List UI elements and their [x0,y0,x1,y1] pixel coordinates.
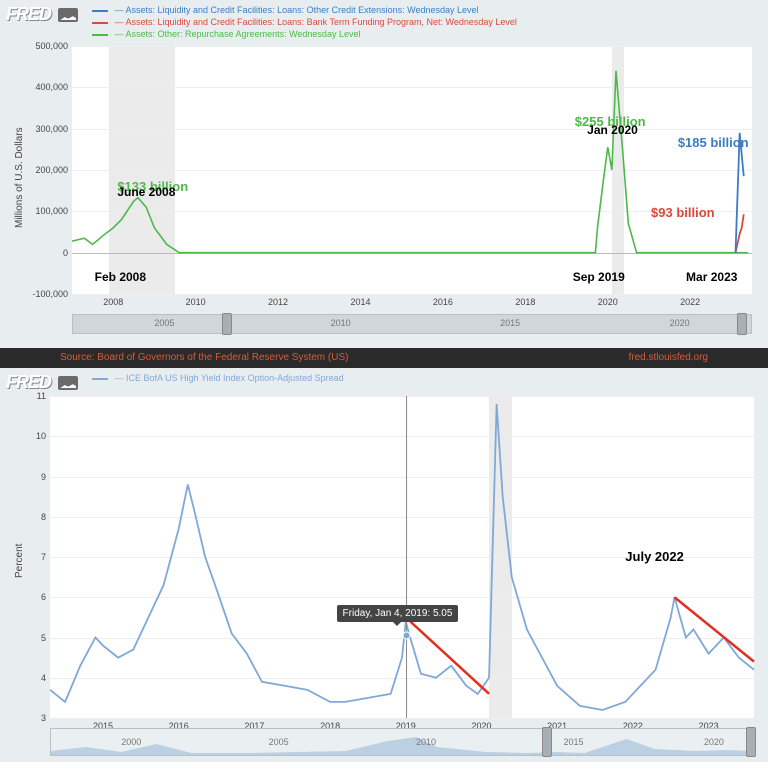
y-tick: 7 [0,552,46,562]
legend-label: — Assets: Liquidity and Credit Facilitie… [112,5,479,15]
legend-item[interactable]: — Assets: Liquidity and Credit Facilitie… [92,16,517,28]
fred-logo: FRED [6,372,78,393]
y-tick: 6 [0,592,46,602]
y-tick: 500,000 [18,41,68,51]
nav-tick: 2000 [121,737,141,747]
x-tick: 2016 [433,297,453,307]
series-line [72,71,748,253]
bottom-chart-panel: FRED — ICE BofA US High Yield Index Opti… [0,368,768,762]
top-time-navigator[interactable]: 2005 2010 2015 2020 [72,314,752,334]
bottom-time-navigator[interactable]: 2000 2005 2010 2015 2020 [50,728,754,756]
nav-handle[interactable] [222,313,232,335]
source-text: Source: Board of Governors of the Federa… [60,352,348,363]
bottom-legend: — ICE BofA US High Yield Index Option-Ad… [92,372,344,384]
fred-logo-text: FRED [6,4,51,24]
y-tick: 9 [0,472,46,482]
nav-tick: 2005 [269,737,289,747]
annotation-label: July 2022 [625,549,684,564]
y-tick: 100,000 [18,206,68,216]
top-chart-panel: FRED — Assets: Liquidity and Credit Faci… [0,0,768,348]
nav-tick: 2020 [670,318,690,328]
source-url: fred.stlouisfed.org [629,348,709,368]
legend-swatch [92,378,108,380]
legend-swatch [92,10,108,12]
y-tick: 200,000 [18,165,68,175]
x-tick: 2020 [598,297,618,307]
x-tick: 2022 [680,297,700,307]
source-bar: Source: Board of Governors of the Federa… [0,348,768,368]
nav-tick: 2015 [563,737,583,747]
annotation-label: Sep 2019 [573,270,625,284]
nav-tick: 2010 [416,737,436,747]
y-tick: 11 [0,391,46,401]
legend-item[interactable]: — Assets: Liquidity and Credit Facilitie… [92,4,517,16]
trend-line [675,597,754,661]
y-tick: 8 [0,512,46,522]
legend-item[interactable]: — ICE BofA US High Yield Index Option-Ad… [92,372,344,384]
y-tick: 5 [0,633,46,643]
annotation-label: $93 billion [651,205,715,220]
x-tick: 2014 [350,297,370,307]
y-tick: 10 [0,431,46,441]
y-tick: 0 [18,248,68,258]
legend-label: — ICE BofA US High Yield Index Option-Ad… [112,373,344,383]
nav-handle[interactable] [542,727,552,757]
bottom-plot-area[interactable]: 3456789101120152016201720182019202020212… [50,396,754,718]
legend-item[interactable]: — Assets: Other: Repurchase Agreements: … [92,28,517,40]
chart-icon [58,8,78,22]
x-tick: 2010 [186,297,206,307]
y-tick: 400,000 [18,82,68,92]
annotation-label: June 2008 [117,185,175,199]
tooltip: Friday, Jan 4, 2019: 5.05 [337,605,459,622]
x-tick: 2018 [515,297,535,307]
nav-handle[interactable] [746,727,756,757]
chart-icon [58,376,78,390]
fred-logo: FRED [6,4,78,25]
nav-tick: 2020 [704,737,724,747]
legend-label: — Assets: Other: Repurchase Agreements: … [112,29,360,39]
y-tick: -100,000 [18,289,68,299]
y-tick: 4 [0,673,46,683]
x-tick: 2012 [268,297,288,307]
trend-line [406,617,489,693]
annotation-label: Feb 2008 [95,270,146,284]
nav-tick: 2005 [154,318,174,328]
nav-tick: 2010 [331,318,351,328]
annotation-label: Mar 2023 [686,270,737,284]
fred-logo-text: FRED [6,372,51,392]
x-tick: 2008 [103,297,123,307]
y-tick: 3 [0,713,46,723]
top-legend: — Assets: Liquidity and Credit Facilitie… [92,4,517,40]
nav-handle[interactable] [737,313,747,335]
y-tick: 300,000 [18,124,68,134]
nav-tick: 2015 [500,318,520,328]
legend-swatch [92,34,108,36]
top-plot-area[interactable]: -100,0000100,000200,000300,000400,000500… [72,46,752,294]
legend-label: — Assets: Liquidity and Credit Facilitie… [112,17,517,27]
legend-swatch [92,22,108,24]
